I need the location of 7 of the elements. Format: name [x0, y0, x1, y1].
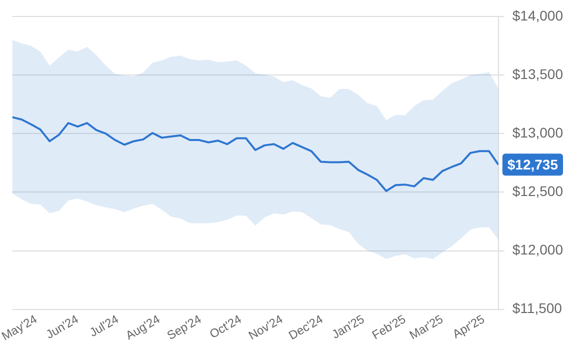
y-tick-label: $13,500 [512, 66, 564, 82]
y-tick-label: $12,500 [512, 183, 564, 200]
annotation: $12,735 [507, 156, 558, 173]
y-tick-label: $14,000 [512, 7, 564, 24]
y-tick-label: $11,500 [512, 300, 562, 316]
y-tick-label: $13,000 [512, 124, 564, 140]
y-tick-label: $12,000 [512, 242, 564, 258]
